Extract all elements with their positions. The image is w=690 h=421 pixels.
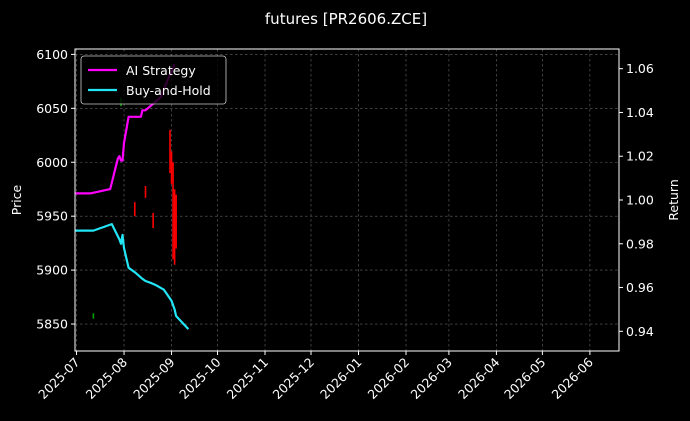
y-left-tick-label: 5950	[36, 209, 68, 224]
y-right-tick-label: 1.04	[626, 105, 654, 120]
legend-label-buy-and-hold: Buy-and-Hold	[126, 83, 211, 98]
legend-box	[80, 55, 227, 105]
legend-label-ai-strategy: AI Strategy	[126, 63, 196, 78]
y-axis-right-label: Return	[666, 179, 681, 220]
legend: AI Strategy Buy-and-Hold	[80, 55, 227, 105]
y-right-tick-label: 1.00	[626, 193, 654, 208]
price-candles	[92, 97, 177, 319]
buy-and-hold-line	[75, 223, 190, 330]
y-axis-left-label: Price	[9, 184, 24, 215]
y-right-tick-label: 0.94	[626, 324, 654, 339]
y-right-tick-label: 1.06	[626, 61, 654, 76]
y-left-tick-label: 5850	[36, 317, 68, 332]
y-left-tick-label: 5900	[36, 263, 68, 278]
y-axis-left: 5850 5900 5950 6000 6050 6100	[36, 47, 75, 332]
chart-title: futures [PR2606.ZCE]	[265, 10, 427, 28]
y-left-tick-label: 6050	[36, 101, 68, 116]
y-axis-right: 0.94 0.96 0.98 1.00 1.02 1.04 1.06	[619, 61, 654, 339]
y-right-tick-label: 1.02	[626, 149, 654, 164]
y-right-tick-label: 0.96	[626, 280, 654, 295]
y-left-tick-label: 6000	[36, 155, 68, 170]
y-left-tick-label: 6100	[36, 47, 68, 62]
y-right-tick-label: 0.98	[626, 236, 654, 251]
